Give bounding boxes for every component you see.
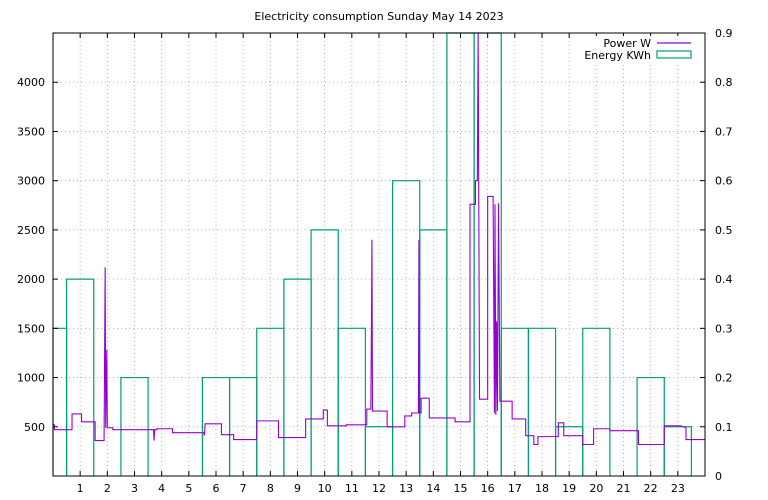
y-right-tick-label: 0.3 bbox=[715, 322, 733, 335]
energy-bar bbox=[364, 426, 394, 476]
x-tick-label: 17 bbox=[508, 482, 522, 495]
energy-bar bbox=[65, 278, 95, 476]
x-tick-label: 8 bbox=[267, 482, 274, 495]
y-left-tick-label: 2000 bbox=[17, 273, 45, 286]
energy-bar bbox=[527, 327, 557, 476]
y-right-tick-label: 0.4 bbox=[715, 273, 733, 286]
y-right-tick-label: 0.8 bbox=[715, 76, 733, 89]
y-right-tick-label: 0.5 bbox=[715, 224, 733, 237]
legend-power-label: Power W bbox=[603, 37, 651, 50]
y-right-tick-label: 0.1 bbox=[715, 421, 733, 434]
x-tick-label: 1 bbox=[77, 482, 84, 495]
y-left-tick-label: 2500 bbox=[17, 224, 45, 237]
x-tick-label: 20 bbox=[589, 482, 603, 495]
energy-bar bbox=[554, 426, 584, 476]
x-tick-label: 9 bbox=[294, 482, 301, 495]
x-tick-label: 4 bbox=[158, 482, 165, 495]
x-tick-label: 18 bbox=[535, 482, 549, 495]
legend-energy-label: Energy KWh bbox=[584, 49, 651, 62]
x-tick-label: 14 bbox=[426, 482, 440, 495]
energy-bar bbox=[391, 180, 421, 476]
x-tick-label: 21 bbox=[617, 482, 631, 495]
y-right-tick-label: 0.6 bbox=[715, 175, 733, 188]
y-left-tick-label: 500 bbox=[24, 421, 45, 434]
y-right-tick-label: 0.7 bbox=[715, 125, 733, 138]
x-tick-label: 13 bbox=[399, 482, 413, 495]
energy-bar bbox=[582, 327, 611, 476]
x-tick-label: 19 bbox=[562, 482, 576, 495]
x-tick-label: 2 bbox=[104, 482, 111, 495]
grid-lines bbox=[53, 33, 705, 476]
x-tick-label: 12 bbox=[372, 482, 386, 495]
x-tick-label: 23 bbox=[671, 482, 685, 495]
y-left-tick-label: 4000 bbox=[17, 76, 45, 89]
x-tick-label: 3 bbox=[131, 482, 138, 495]
y-left-tick-label: 1000 bbox=[17, 372, 45, 385]
energy-bar bbox=[120, 376, 149, 476]
energy-bar bbox=[310, 229, 339, 476]
power-series bbox=[53, 32, 705, 446]
y-right-tick-label: 0.9 bbox=[715, 27, 733, 40]
y-left-tick-label: 3500 bbox=[17, 125, 45, 138]
axis-ticks: 1 2 3 4 5 6 7 8 9 10 11 12 13 14 15 16 17 18 19 20 21 22 23500… bbox=[17, 27, 733, 495]
x-tick-label: 7 bbox=[240, 482, 247, 495]
energy-bar bbox=[419, 229, 448, 476]
x-tick-label: 22 bbox=[644, 482, 658, 495]
power-line bbox=[53, 32, 705, 446]
y-right-tick-label: 0.2 bbox=[715, 372, 733, 385]
x-tick-label: 11 bbox=[345, 482, 359, 495]
legend-energy-swatch bbox=[656, 50, 692, 59]
energy-bar bbox=[663, 426, 693, 476]
y-left-tick-label: 1500 bbox=[17, 322, 45, 335]
x-tick-label: 5 bbox=[185, 482, 192, 495]
energy-bar bbox=[337, 327, 367, 476]
x-tick-label: 6 bbox=[213, 482, 220, 495]
x-tick-label: 15 bbox=[454, 482, 468, 495]
x-tick-label: 10 bbox=[318, 482, 332, 495]
x-tick-label: 16 bbox=[481, 482, 495, 495]
y-right-tick-label: 0 bbox=[715, 470, 722, 483]
y-left-tick-label: 3000 bbox=[17, 175, 45, 188]
energy-bar bbox=[52, 327, 68, 476]
chart-title: Electricity consumption Sunday May 14 20… bbox=[254, 10, 503, 23]
legend: Power W Energy KWh bbox=[580, 36, 700, 62]
